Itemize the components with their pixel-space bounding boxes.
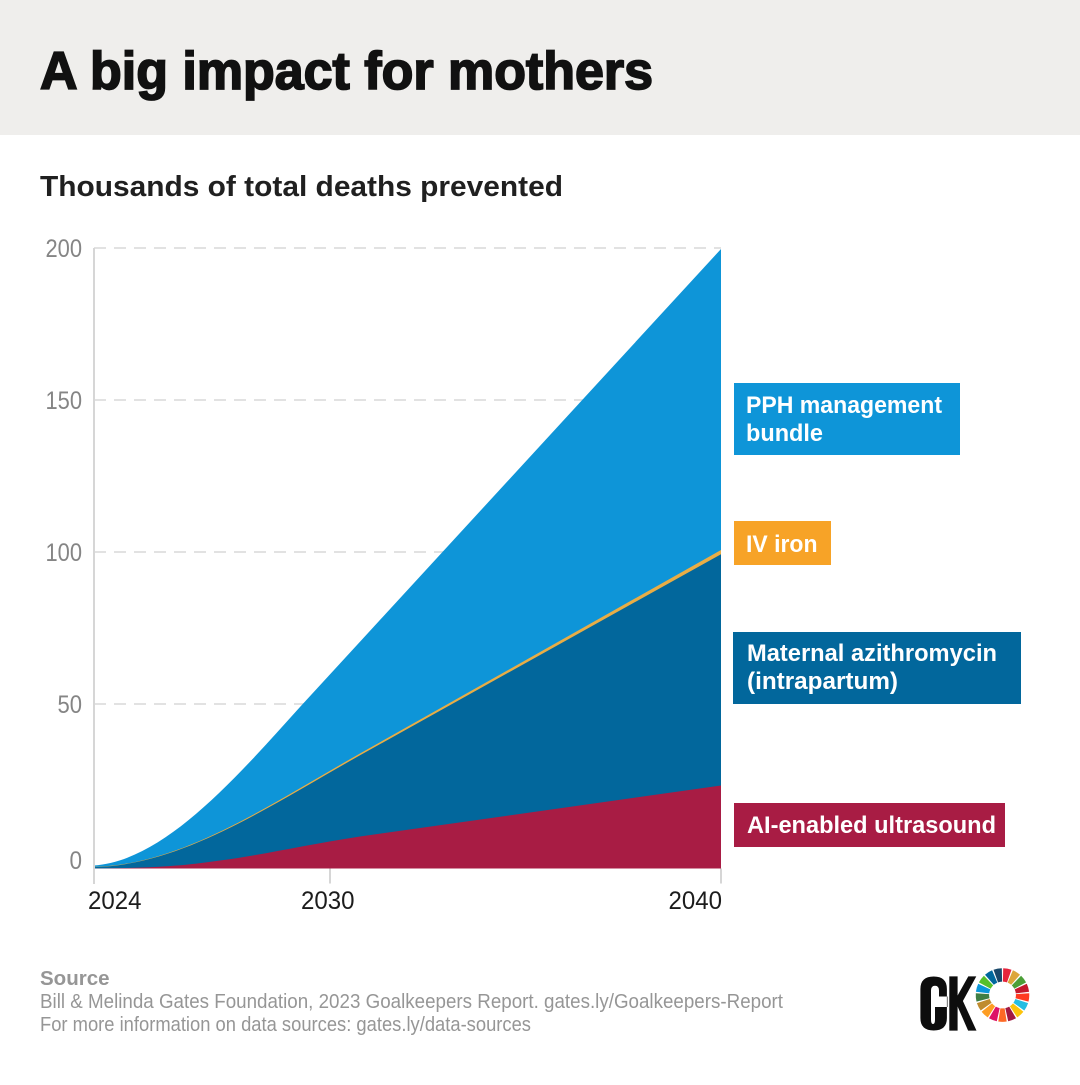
svg-text:2040: 2040 [669,887,723,915]
svg-text:IV iron: IV iron [746,531,818,558]
svg-text:AI-enabled ultrasound: AI-enabled ultrasound [747,812,996,839]
svg-text:Thousands of total deaths prev: Thousands of total deaths prevented [40,171,563,203]
svg-text:bundle: bundle [746,420,823,447]
svg-text:Bill & Melinda Gates Foundatio: Bill & Melinda Gates Foundation, 2023 Go… [40,990,783,1013]
svg-text:2030: 2030 [301,887,355,915]
svg-text:2024: 2024 [88,887,142,915]
svg-text:PPH management: PPH management [746,392,942,419]
svg-text:150: 150 [46,387,83,415]
svg-text:Source: Source [40,967,110,990]
svg-text:For more information on data s: For more information on data sources: ga… [40,1013,531,1036]
svg-text:50: 50 [58,691,83,719]
svg-text:0: 0 [70,847,83,875]
svg-text:200: 200 [46,235,83,263]
svg-text:A big impact for mothers: A big impact for mothers [40,42,653,101]
svg-text:Maternal azithromycin: Maternal azithromycin [747,640,997,667]
svg-text:100: 100 [46,539,83,567]
svg-text:(intrapartum): (intrapartum) [747,668,898,695]
